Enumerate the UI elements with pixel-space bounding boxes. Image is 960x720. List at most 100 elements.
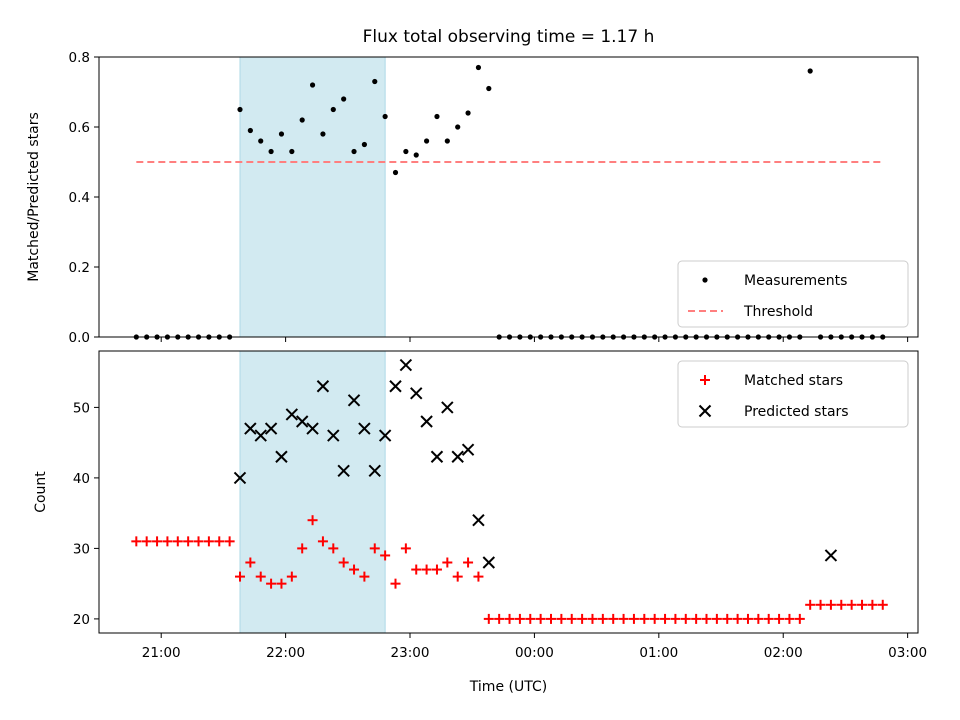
predicted-stars-point (316, 380, 330, 393)
measurements-point (320, 131, 326, 137)
y-tick-label: 30 (73, 541, 90, 557)
predicted-stars-point-b (275, 450, 288, 463)
y-axis-label: Count (33, 471, 49, 513)
matched-stars-point (307, 515, 318, 526)
matched-stars-point (317, 536, 328, 547)
threshold-legend-label: Threshold (743, 304, 813, 320)
measurements-point (289, 148, 295, 155)
matched-stars-point (794, 613, 805, 624)
predicted-stars-point-b (482, 556, 496, 569)
measurements-point (392, 169, 399, 176)
predicted-stars-point-b (254, 429, 267, 442)
predicted-stars-point (482, 556, 496, 569)
matched-stars-point (442, 557, 453, 568)
x-tick-label: 02:00 (764, 645, 803, 661)
matched-stars-point (483, 613, 494, 624)
predicted-stars-point-b (441, 401, 454, 414)
matched-stars-point (452, 571, 463, 582)
matched-stars-point (359, 571, 370, 582)
predicted-stars-point (378, 429, 392, 442)
matched-stars-point (546, 613, 557, 624)
measurements-point (237, 106, 243, 113)
predicted-stars-legend-label: Predicted stars (744, 404, 849, 420)
matched-stars-point (193, 536, 204, 547)
predicted-stars-point-b (347, 394, 361, 407)
matched-stars-point (172, 536, 183, 547)
y-tick-label: 0.2 (69, 260, 90, 276)
matched-stars-point (266, 578, 277, 589)
predicted-stars-point (233, 471, 247, 485)
predicted-stars-point (327, 429, 340, 442)
predicted-stars-point (337, 464, 350, 478)
predicted-stars-point (358, 422, 371, 435)
measurements-point (372, 78, 378, 85)
matched-stars-point (846, 599, 857, 610)
predicted-stars-point (285, 408, 299, 421)
measurements-point (807, 68, 813, 74)
predicted-stars-point-b (327, 429, 340, 442)
matched-stars-point (431, 564, 442, 575)
predicted-stars-point (275, 450, 288, 463)
measurements-legend-label: Measurements (744, 273, 847, 289)
measurements-point (455, 124, 461, 130)
predicted-stars-point-b (233, 471, 247, 485)
predicted-stars-point-b (451, 450, 464, 463)
matched-stars-point (276, 578, 287, 589)
matched-stars-point (722, 613, 733, 624)
bottom-panel: 20 30 40 50 21:00 22:00 23:00 00:00 01:00 02:00 03… (33, 350, 927, 695)
matched-stars-point (639, 613, 650, 624)
predicted-stars-point (824, 549, 838, 562)
matched-stars-point (224, 536, 235, 547)
predicted-stars-point-b (316, 380, 330, 393)
predicted-stars-point (410, 387, 423, 400)
matched-stars-point (400, 543, 411, 554)
matched-stars-point (836, 599, 847, 610)
predicted-stars-point-b (244, 422, 257, 435)
predicted-stars-point-b (337, 464, 350, 478)
predicted-stars-legend-b (698, 404, 712, 418)
matched-stars-point (711, 613, 722, 624)
matched-stars-point (784, 613, 795, 624)
highlight-span (239, 350, 386, 634)
predicted-stars-point-b (389, 380, 402, 393)
matched-stars-point (815, 599, 826, 610)
matched-stars-point (597, 613, 608, 624)
matched-stars-point (670, 613, 681, 624)
matched-stars-point (877, 599, 888, 610)
top-panel: 0.0 0.2 0.4 0.6 0.8 Matched/Predicted stars Fl… (26, 27, 919, 346)
predicted-stars-point (451, 450, 464, 463)
legend: Measurements Threshold (677, 260, 909, 328)
predicted-stars-point-b (410, 387, 423, 400)
matched-stars-point (763, 613, 774, 624)
matched-stars-point (691, 613, 702, 624)
measurements-point (465, 110, 471, 116)
predicted-stars-point (389, 380, 402, 393)
predicted-stars-point-b (358, 422, 371, 435)
predicted-stars-point (244, 422, 257, 435)
matched-stars-point (411, 564, 422, 575)
y-tick-label: 40 (73, 471, 90, 487)
predicted-stars-point-b (368, 464, 381, 478)
matched-stars-legend-swatch (700, 375, 710, 385)
measurements-point (403, 148, 409, 155)
predicted-stars-point (399, 358, 413, 372)
y-tick-label: 0.8 (69, 50, 90, 66)
matched-stars-point (214, 536, 225, 547)
predicted-stars-point (461, 443, 475, 456)
matched-stars-point (618, 613, 629, 624)
matched-stars-point (608, 613, 619, 624)
matched-stars-point (141, 536, 152, 547)
predicted-stars-point-b (430, 450, 444, 463)
measurements-point (424, 138, 430, 144)
measurements-point (341, 96, 347, 102)
matched-stars-point (463, 557, 474, 568)
y-axis-label: Matched/Predicted stars (26, 112, 42, 282)
predicted-stars-point-b (420, 415, 433, 428)
matched-stars-point (245, 557, 256, 568)
matched-stars-point (255, 571, 266, 582)
matched-stars-point (535, 613, 546, 624)
matched-stars-point (805, 599, 816, 610)
predicted-stars-point-b (472, 513, 485, 527)
x-axis-label: Time (UTC) (469, 679, 547, 695)
